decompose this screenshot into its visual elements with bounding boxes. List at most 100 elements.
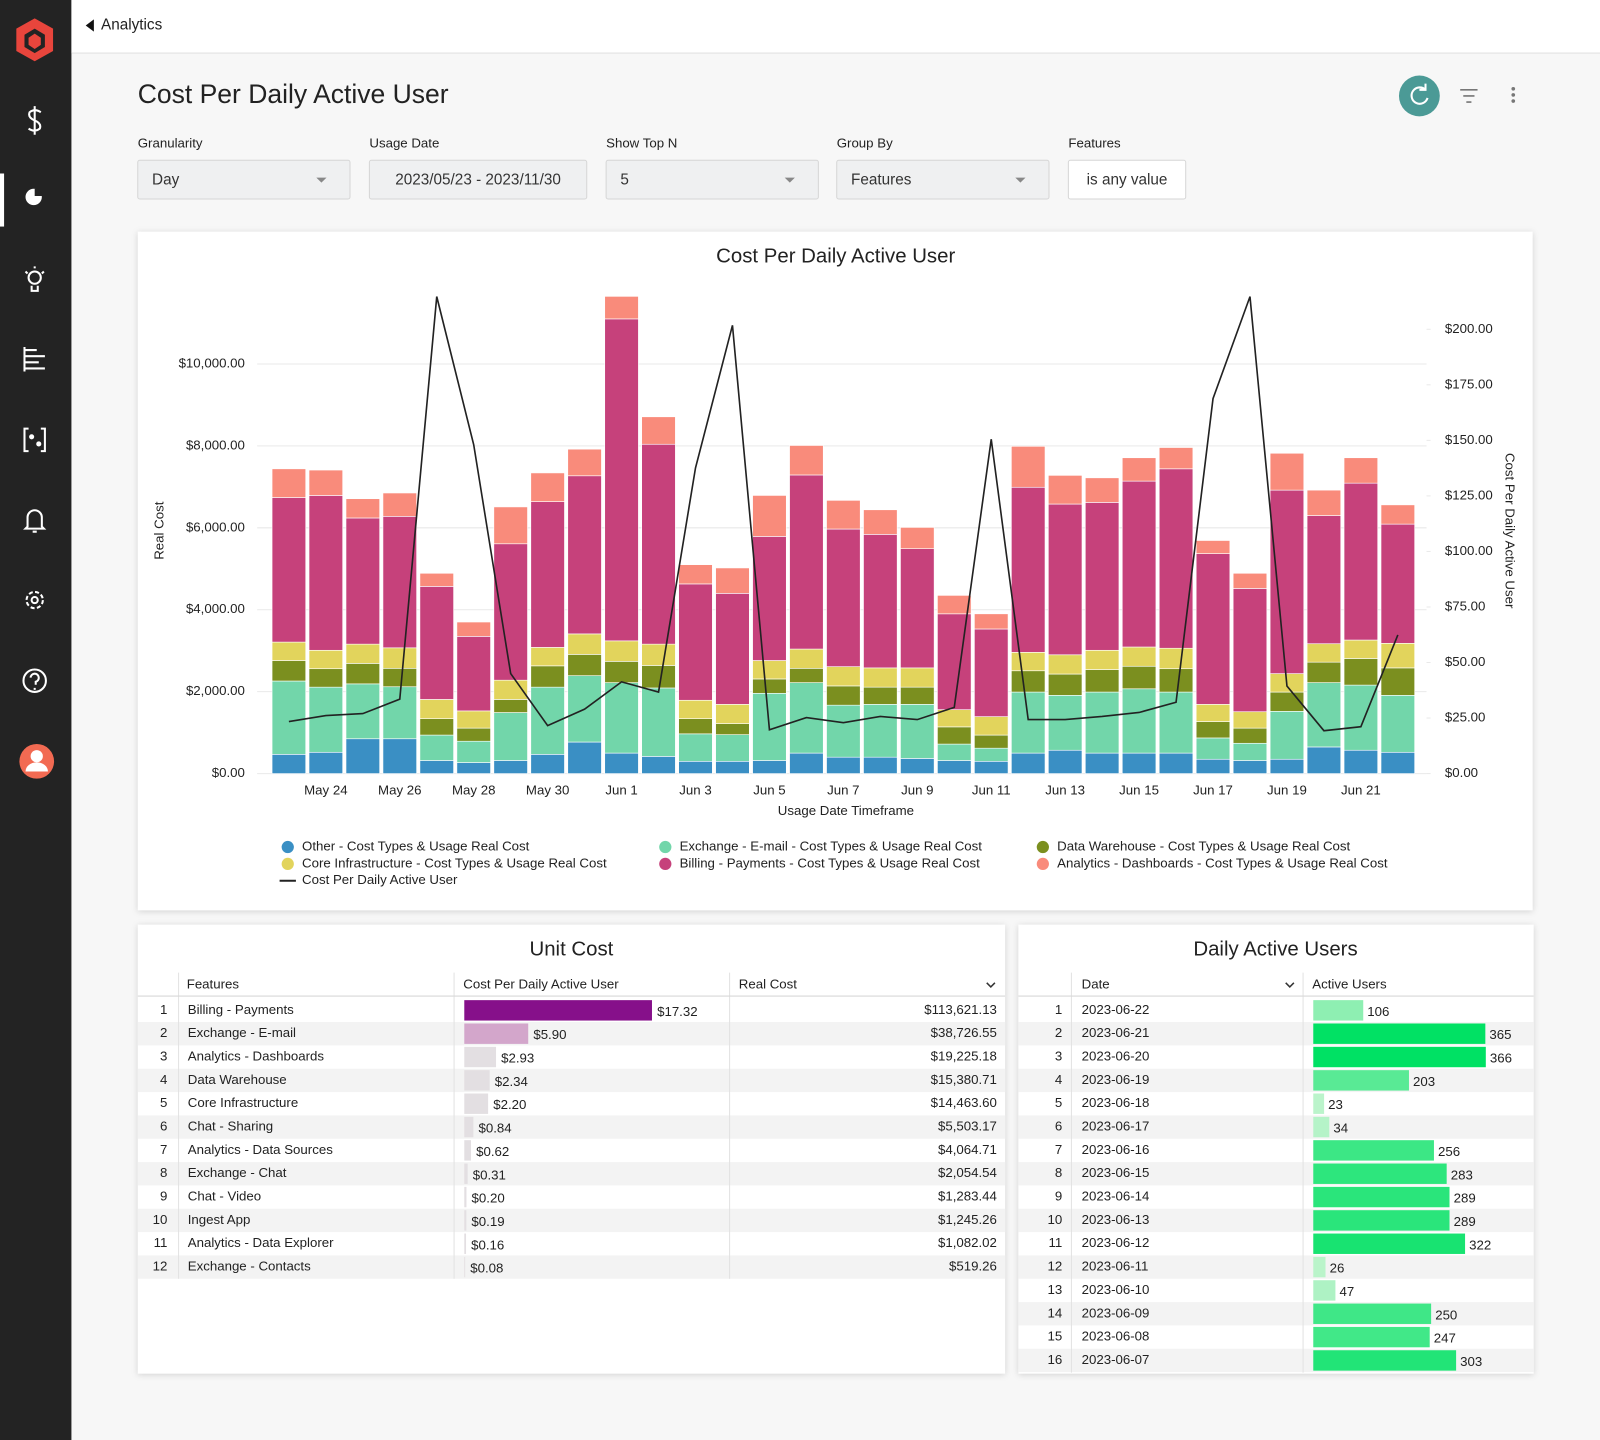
bar-segment (1084, 752, 1120, 774)
feature-name: Exchange - Contacts (188, 1259, 311, 1274)
filter-box[interactable] (1067, 159, 1187, 200)
bar-segment (1195, 553, 1231, 705)
bar-segment (863, 667, 898, 688)
bar-segment (641, 665, 676, 689)
bar-segment (1380, 504, 1415, 525)
bar-segment (937, 709, 972, 728)
filter-value: Features (851, 172, 912, 189)
gear-hole (30, 596, 39, 605)
row-index: 9 (160, 1189, 167, 1204)
users-label: 289 (1454, 1191, 1476, 1206)
bar-segment (1048, 673, 1083, 696)
gear-teeth (25, 590, 44, 610)
integrations-icon[interactable] (23, 427, 46, 453)
bar-segment (1048, 654, 1083, 675)
bar-segment (382, 647, 417, 669)
reports-icon[interactable] (23, 346, 45, 372)
filter-box[interactable] (137, 159, 351, 200)
column-header[interactable]: Cost Per Daily Active User (463, 976, 619, 991)
row-index: 3 (160, 1049, 167, 1064)
bar-segment (678, 733, 713, 762)
settings-icon[interactable] (25, 590, 44, 610)
legend-label: Core Infrastructure - Cost Types & Usage… (302, 855, 607, 870)
bar-segment (641, 643, 676, 666)
users-bar (1313, 1303, 1432, 1324)
users-label: 23 (1328, 1097, 1343, 1112)
bar-segment (752, 660, 787, 680)
sort-chevron[interactable] (986, 982, 996, 988)
bar-segment (382, 738, 417, 774)
bar-segment (456, 621, 491, 637)
breadcrumb[interactable]: Analytics (101, 17, 163, 34)
cost-icon[interactable] (28, 106, 42, 135)
bar-segment (900, 667, 935, 688)
row-index: 8 (160, 1165, 167, 1180)
bar-segment (456, 710, 491, 729)
bar-segment (1158, 468, 1194, 649)
date: 2023-06-19 (1082, 1072, 1150, 1087)
row-index: 4 (160, 1072, 167, 1087)
logo[interactable] (16, 18, 54, 62)
users-label: 365 (1489, 1027, 1511, 1042)
users-label: 34 (1333, 1121, 1348, 1136)
filter-value: 2023/05/23 - 2023/11/30 (395, 172, 561, 189)
row-stripe (137, 1255, 1006, 1279)
bar-segment (974, 734, 1009, 749)
alerts-icon[interactable] (23, 509, 47, 533)
bar-segment (382, 516, 417, 649)
filter-label: Usage Date (369, 135, 439, 150)
date: 2023-06-22 (1082, 1002, 1150, 1017)
user-avatar[interactable] (19, 743, 55, 779)
filter-label: Group By (837, 135, 893, 150)
column-header[interactable]: Date (1082, 976, 1110, 991)
bar-segment (308, 495, 343, 651)
cost-bar (464, 1093, 489, 1114)
column-header[interactable]: Real Cost (739, 976, 797, 991)
analytics-icon[interactable] (25, 188, 43, 206)
bar-segment (419, 572, 454, 587)
filter-icon[interactable] (1460, 88, 1478, 103)
x-tick-label: Jun 21 (1341, 782, 1381, 797)
filter-box[interactable] (368, 159, 588, 200)
sort-chevron[interactable] (1285, 982, 1295, 988)
y2-tick-label: $100.00 (1445, 543, 1493, 558)
bar-segment (530, 501, 565, 648)
date: 2023-06-10 (1082, 1282, 1150, 1297)
bar-segment (900, 758, 935, 774)
insights-icon[interactable] (24, 266, 45, 292)
column-header[interactable]: Features (187, 976, 240, 991)
back-arrow[interactable] (85, 19, 94, 32)
cost-label: $2.20 (493, 1097, 526, 1112)
bar-segment (1048, 503, 1083, 656)
bar-segment (1343, 482, 1379, 641)
bar-segment (604, 661, 639, 683)
bar-segment (900, 548, 935, 669)
users-bar (1313, 1140, 1434, 1161)
feature-name: Chat - Video (188, 1189, 261, 1204)
bar-segment (530, 665, 565, 688)
bar-segment (937, 595, 972, 615)
column-header[interactable]: Active Users (1312, 976, 1387, 991)
bar-segment (715, 704, 750, 724)
bar-segment (1048, 749, 1083, 774)
filter-box[interactable] (605, 159, 819, 200)
bar-segment (345, 498, 380, 519)
bar-segment (1084, 669, 1120, 693)
bar-segment (308, 686, 343, 753)
bar-segment (1048, 695, 1083, 751)
filter-box[interactable] (836, 159, 1050, 200)
bar-segment (1232, 727, 1268, 744)
cost-label: $0.62 (476, 1144, 509, 1159)
row-index: 15 (1047, 1329, 1062, 1344)
bar-segment (493, 699, 528, 713)
legend-marker (1036, 840, 1049, 854)
row-index: 1 (160, 1002, 167, 1017)
real-cost: $519.26 (949, 1259, 997, 1274)
more-menu[interactable] (1511, 86, 1516, 103)
date: 2023-06-07 (1082, 1352, 1150, 1367)
help-icon[interactable] (22, 668, 47, 693)
bar-segment (382, 668, 417, 688)
row-index: 2 (160, 1025, 167, 1040)
refresh-button[interactable] (1398, 75, 1440, 117)
real-cost: $4,064.71 (938, 1142, 997, 1157)
